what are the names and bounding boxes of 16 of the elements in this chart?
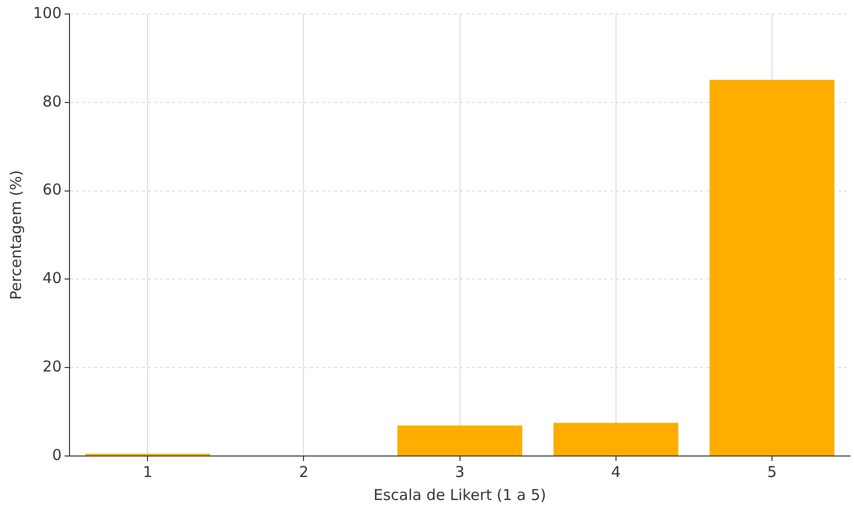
y-tick-label: 80 — [42, 92, 62, 110]
x-tick-label: 2 — [298, 462, 309, 481]
bar — [553, 422, 678, 456]
x-tick-label: 1 — [142, 462, 152, 481]
x-tick-label: 5 — [767, 462, 777, 481]
y-tick-label: 0 — [52, 446, 62, 464]
x-tick-label: 4 — [611, 462, 621, 481]
bar — [710, 80, 834, 456]
y-tick-label: 20 — [42, 357, 62, 376]
x-tick-label: 3 — [455, 462, 465, 481]
y-axis-title: Percentagem (%) — [6, 170, 25, 300]
x-axis-title: Escala de Likert (1 a 5) — [374, 486, 546, 504]
bar — [397, 426, 522, 456]
y-tick-label: 40 — [42, 269, 62, 288]
y-tick-label: 100 — [32, 4, 62, 22]
y-tick-label: 60 — [42, 180, 62, 199]
